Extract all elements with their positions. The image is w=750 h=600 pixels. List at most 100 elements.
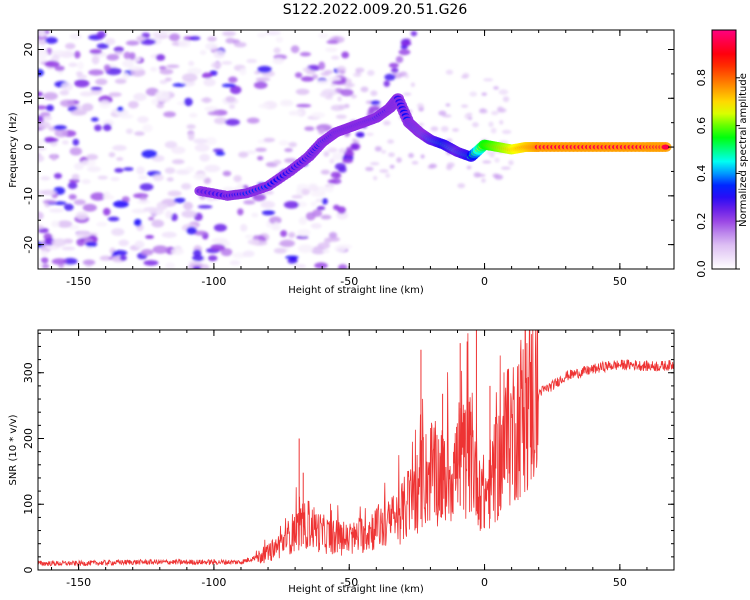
noise-blob: [408, 152, 414, 159]
noise-blob: [193, 230, 207, 236]
noise-blob: [215, 151, 226, 156]
noise-blob: [108, 152, 116, 158]
noise-blob: [320, 214, 332, 220]
noise-blob: [136, 35, 145, 42]
x-tick-label: -150: [66, 275, 91, 288]
noise-blob: [112, 250, 128, 256]
noise-blob: [316, 205, 326, 211]
noise-blob: [53, 201, 67, 206]
noise-blob: [187, 132, 195, 141]
noise-blob: [374, 146, 382, 152]
noise-blob: [90, 192, 106, 201]
noise-blob: [410, 82, 415, 88]
noise-blob: [379, 169, 389, 173]
noise-blob: [40, 176, 51, 181]
noise-blob: [242, 250, 255, 258]
noise-blob: [481, 178, 486, 183]
noise-blob: [360, 86, 369, 93]
y-tick-label: -20: [22, 236, 35, 254]
noise-blob: [105, 38, 116, 45]
noise-blob: [136, 199, 151, 205]
noise-blob: [96, 30, 106, 39]
noise-blob: [445, 103, 451, 107]
noise-blob: [342, 158, 354, 164]
noise-blob: [63, 203, 74, 211]
noise-blob: [481, 92, 487, 96]
noise-blob: [395, 55, 404, 64]
noise-blob: [114, 167, 124, 173]
noise-blob: [42, 199, 57, 204]
noise-blob: [488, 121, 494, 128]
noise-blob: [50, 50, 66, 55]
noise-blob: [57, 220, 73, 228]
noise-blob: [74, 50, 81, 59]
noise-blob: [493, 86, 499, 90]
noise-blob: [367, 70, 375, 76]
noise-blob: [119, 114, 134, 119]
noise-blob: [337, 96, 342, 102]
noise-blob: [133, 92, 147, 101]
noise-blob: [452, 128, 459, 132]
snr-y-ticks: 0 100 200 300: [22, 332, 674, 574]
noise-blob: [317, 127, 325, 135]
noise-blob: [86, 166, 101, 173]
noise-blob: [180, 183, 192, 190]
noise-blob: [327, 147, 338, 153]
noise-blob: [113, 46, 124, 53]
noise-blob: [233, 175, 242, 183]
noise-blob: [311, 74, 319, 80]
noise-blob: [80, 160, 97, 167]
noise-blob: [142, 124, 153, 133]
noise-blob: [70, 110, 87, 116]
noise-blob: [184, 97, 193, 107]
noise-blob: [67, 181, 78, 190]
noise-blob: [62, 257, 78, 265]
noise-blob: [136, 166, 145, 175]
noise-blob: [321, 197, 328, 205]
noise-blob: [328, 92, 334, 97]
noise-blob: [228, 76, 238, 83]
noise-blob: [464, 113, 469, 120]
x-tick-label: 50: [613, 275, 627, 288]
noise-blob: [330, 171, 341, 179]
noise-blob: [339, 69, 346, 75]
noise-blob: [279, 239, 296, 248]
noise-blob: [255, 147, 267, 152]
noise-blob: [163, 111, 176, 118]
spectrogram-ridge: [194, 93, 672, 201]
noise-blob: [127, 100, 139, 109]
noise-blob: [94, 124, 102, 132]
noise-blob: [166, 64, 180, 69]
noise-blob: [116, 106, 124, 112]
noise-blob: [352, 138, 357, 143]
noise-blob: [112, 145, 127, 151]
colorbar-tick-label: 0.4: [695, 165, 708, 183]
noise-blob: [401, 41, 412, 46]
noise-blob: [205, 137, 217, 146]
noise-blob: [239, 67, 247, 76]
noise-blob: [233, 41, 247, 48]
noise-blob: [205, 42, 218, 51]
noise-blob: [257, 155, 264, 161]
spectrogram-y-ticks: -20 -10 0 10 20: [22, 43, 674, 270]
noise-blob: [295, 88, 310, 95]
noise-blob: [140, 38, 156, 45]
noise-blob: [311, 112, 326, 119]
noise-blob: [263, 137, 276, 143]
noise-blob: [38, 115, 44, 124]
noise-blob: [351, 143, 359, 150]
noise-blob: [494, 157, 500, 163]
noise-blob: [192, 249, 202, 257]
noise-blob: [116, 157, 124, 161]
noise-blob: [410, 30, 418, 37]
y-tick-label: 20: [22, 43, 35, 57]
noise-blob: [393, 72, 403, 79]
noise-blob: [340, 88, 354, 97]
noise-blob: [188, 61, 195, 66]
noise-blob: [251, 212, 259, 218]
noise-blob: [320, 169, 330, 175]
noise-blob: [253, 81, 268, 89]
noise-blob: [355, 67, 365, 73]
noise-blob: [156, 201, 168, 211]
noise-blob: [430, 126, 439, 132]
